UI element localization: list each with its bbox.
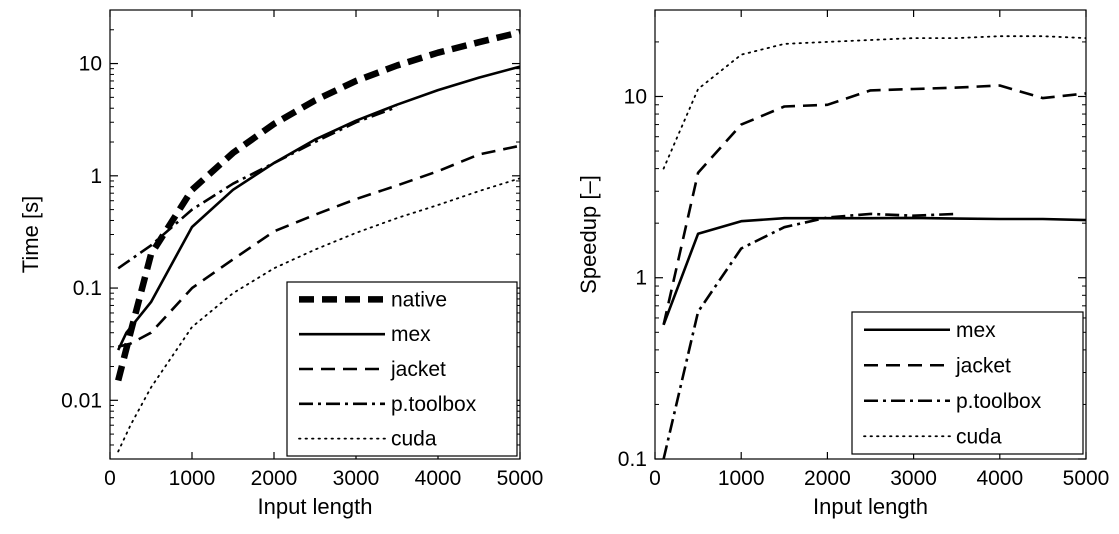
- x-tick-label: 0: [649, 467, 661, 490]
- series-line-native: [115, 29, 520, 382]
- series-line-jacket: [662, 84, 1086, 326]
- series-line-jacket: [117, 144, 520, 349]
- x-axis-label: Input length: [258, 494, 373, 519]
- axes-box: [654, 9, 1087, 460]
- y-tick-label: 0.01: [61, 389, 102, 412]
- y-axis-label: Speedup [–]: [576, 175, 601, 294]
- y-tick-label: 10: [624, 85, 647, 108]
- x-tick-label: 3000: [333, 467, 380, 490]
- legend-label: p.toolbox: [956, 390, 1042, 413]
- x-tick-label: 3000: [890, 467, 937, 490]
- legend-label: mex: [956, 319, 996, 342]
- series-line-cuda: [117, 177, 520, 453]
- x-tick-label: 5000: [497, 467, 544, 490]
- y-tick-label: 0.1: [73, 277, 102, 300]
- x-tick-label: 1000: [718, 467, 765, 490]
- y-tick-label: 1: [90, 165, 102, 188]
- y-tick-label: 10: [79, 53, 102, 76]
- series-line-mex: [662, 216, 1086, 326]
- legend-box: [851, 311, 1084, 455]
- legend-label: jacket: [390, 358, 446, 381]
- x-tick-label: 1000: [169, 467, 216, 490]
- y-tick-label: 0.1: [618, 448, 647, 471]
- series-line-cuda: [662, 35, 1086, 170]
- x-tick-label: 0: [104, 467, 116, 490]
- time-panel: 0 1000 2000 3000 4000 5000 0.01 0.1 1 10 Input len…: [18, 9, 544, 519]
- x-tick-label: 2000: [251, 467, 298, 490]
- x-tick-label: 2000: [804, 467, 851, 490]
- x-axis-label: Input length: [813, 494, 928, 519]
- legend-label: p.toolbox: [391, 393, 477, 416]
- series-line-p-toolbox: [662, 212, 957, 459]
- legend-label: cuda: [391, 428, 437, 451]
- speedup-panel: 0 1000 2000 3000 4000 5000 0.1 1 10 Input length S…: [576, 9, 1110, 519]
- legend-label: cuda: [956, 425, 1002, 448]
- legend: mex jacket p.toolbox cuda: [851, 311, 1084, 455]
- legend-label: jacket: [955, 354, 1011, 377]
- legend-label: native: [391, 288, 447, 311]
- legend-label: mex: [391, 323, 431, 346]
- legend: native mex jacket p.toolbox cuda: [286, 281, 518, 457]
- y-axis-label: Time [s]: [18, 196, 43, 273]
- y-tick-label: 1: [635, 267, 647, 290]
- series-line-mex: [117, 65, 520, 351]
- x-tick-label: 4000: [976, 467, 1023, 490]
- x-tick-label: 5000: [1063, 467, 1110, 490]
- series-line-p-toolbox: [117, 105, 398, 270]
- x-tick-label: 4000: [415, 467, 462, 490]
